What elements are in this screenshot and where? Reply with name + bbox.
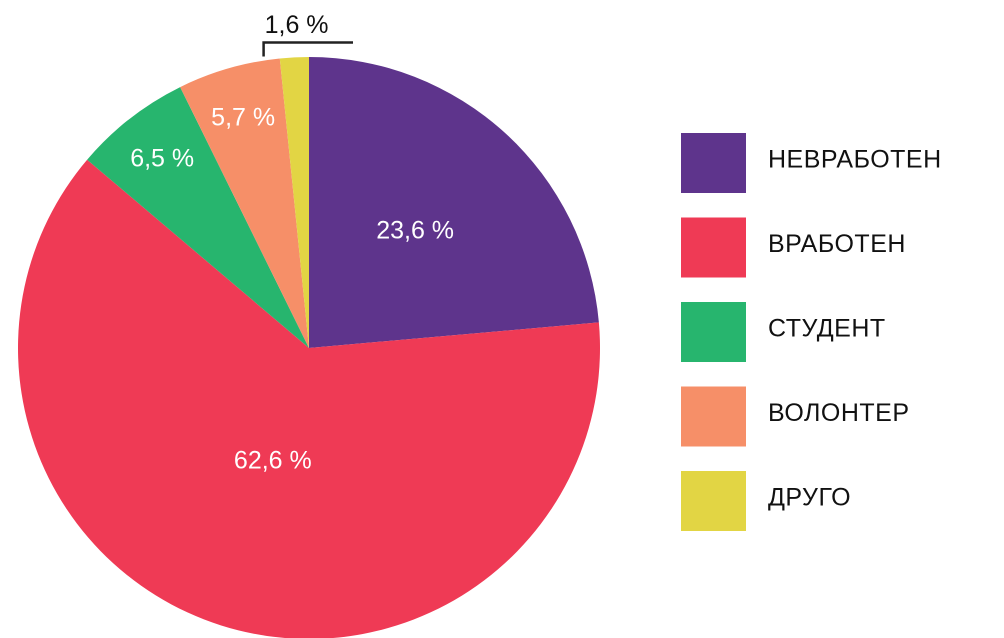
- legend-label: НЕВРАБОТЕН: [768, 146, 942, 174]
- pie-slice: [309, 57, 599, 348]
- legend-swatch: [681, 217, 746, 278]
- value-label: 5,7 %: [211, 103, 275, 131]
- legend-swatch: [681, 471, 746, 531]
- legend-label: СТУДЕНТ: [768, 315, 886, 343]
- value-label: 1,6 %: [265, 11, 329, 39]
- pie-slice: [279, 57, 309, 348]
- legend-swatch: [681, 302, 746, 362]
- leader-line: [262, 41, 353, 57]
- legend-label: ДРУГО: [768, 484, 851, 512]
- legend-label: ВОЛОНТЕР: [768, 399, 910, 427]
- value-label: 6,5 %: [130, 145, 194, 173]
- pie-slice: [18, 159, 600, 638]
- legend-swatch: [681, 386, 746, 447]
- pie-slice: [180, 58, 309, 349]
- pie-slice: [87, 87, 309, 349]
- legend-label: ВРАБОТЕН: [768, 230, 906, 258]
- legend-swatch: [681, 133, 746, 193]
- value-label: 62,6 %: [234, 446, 312, 474]
- value-label: 23,6 %: [376, 217, 454, 245]
